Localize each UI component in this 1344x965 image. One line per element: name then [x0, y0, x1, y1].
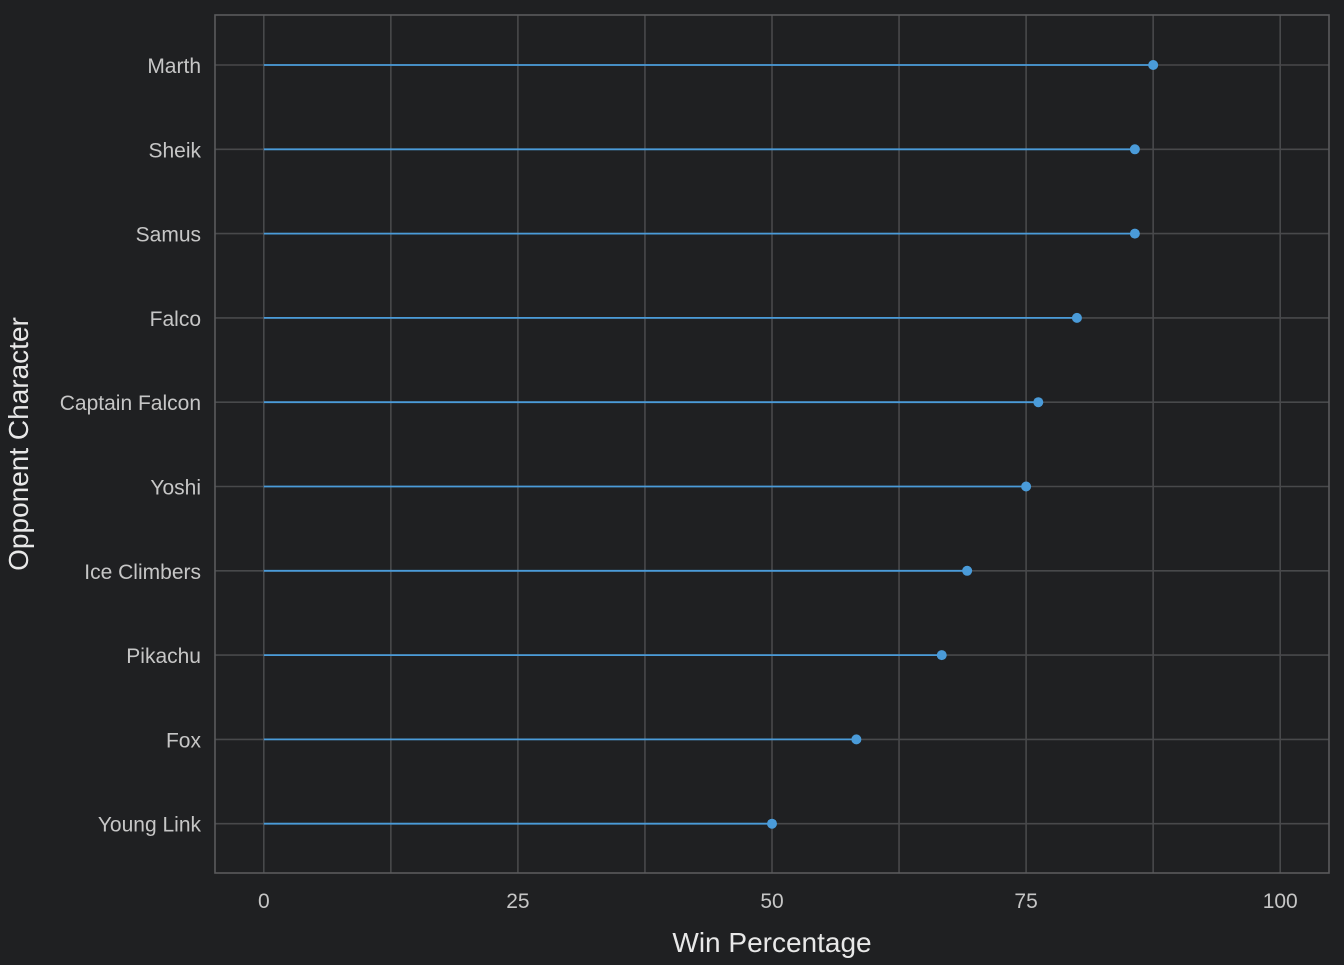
x-tick-label: 0: [258, 890, 270, 913]
lollipop-point: [1071, 312, 1082, 323]
y-tick-label: Fox: [166, 729, 202, 752]
x-tick-labels: 0 25 50 75 100: [258, 890, 1298, 913]
x-tick-label: 25: [506, 890, 529, 913]
y-tick-label: Pikachu: [126, 645, 201, 668]
lollipop-point: [1148, 60, 1159, 70]
panel-border: [214, 14, 1330, 874]
lollipop-point: [767, 818, 777, 829]
lollipop-point: [851, 734, 862, 745]
y-tick-label: Yoshi: [150, 477, 201, 500]
lollipop-point: [936, 650, 947, 661]
y-tick-label: Sheik: [148, 139, 201, 162]
y-tick-label: Falco: [150, 308, 201, 331]
stem-layer: [263, 64, 1154, 825]
lollipop-point: [1129, 144, 1140, 155]
point-layer: [767, 60, 1159, 829]
lollipop-point: [1033, 397, 1044, 408]
y-axis-title: Opponent Character: [3, 317, 34, 571]
y-tick-label: Captain Falcon: [60, 392, 201, 415]
y-tick-label: Ice Climbers: [84, 561, 201, 584]
y-tick-label: Marth: [147, 55, 201, 78]
x-tick-label: 100: [1263, 890, 1298, 913]
y-tick-label: Young Link: [98, 814, 202, 837]
x-axis-title: Win Percentage: [672, 927, 871, 958]
x-tick-label: 50: [760, 890, 783, 913]
y-tick-labels: Marth Sheik Samus Falco Captain Falcon Yoshi I…: [60, 55, 202, 837]
lollipop-point: [1129, 228, 1140, 239]
x-tick-label: 75: [1014, 890, 1037, 913]
y-tick-label: Samus: [136, 224, 201, 247]
lollipop-point: [962, 565, 973, 576]
lollipop-point: [1021, 481, 1032, 492]
